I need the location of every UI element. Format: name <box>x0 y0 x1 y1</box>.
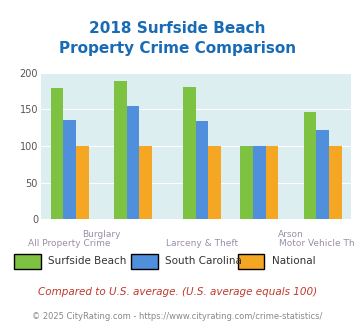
Text: Compared to U.S. average. (U.S. average equals 100): Compared to U.S. average. (U.S. average … <box>38 287 317 297</box>
Bar <box>240 146 253 219</box>
Bar <box>63 119 76 219</box>
Bar <box>76 146 88 219</box>
Text: Arson: Arson <box>278 230 304 239</box>
Bar <box>266 146 278 219</box>
Text: Motor Vehicle Theft: Motor Vehicle Theft <box>279 239 355 248</box>
Text: Property Crime Comparison: Property Crime Comparison <box>59 41 296 56</box>
Bar <box>51 88 63 219</box>
Bar <box>196 121 208 219</box>
Text: 2018 Surfside Beach: 2018 Surfside Beach <box>89 21 266 36</box>
Text: Surfside Beach: Surfside Beach <box>48 256 126 266</box>
Bar <box>126 106 139 219</box>
Text: All Property Crime: All Property Crime <box>28 239 111 248</box>
Bar <box>183 86 196 219</box>
Bar <box>316 130 329 219</box>
Bar <box>139 146 152 219</box>
Text: Larceny & Theft: Larceny & Theft <box>166 239 238 248</box>
Text: National: National <box>272 256 315 266</box>
Text: South Carolina: South Carolina <box>165 256 242 266</box>
Text: © 2025 CityRating.com - https://www.cityrating.com/crime-statistics/: © 2025 CityRating.com - https://www.city… <box>32 312 323 321</box>
Text: Burglary: Burglary <box>82 230 120 239</box>
Bar <box>329 146 342 219</box>
Bar <box>304 112 316 219</box>
Bar <box>114 82 126 219</box>
Bar <box>253 146 266 219</box>
Bar <box>208 146 221 219</box>
